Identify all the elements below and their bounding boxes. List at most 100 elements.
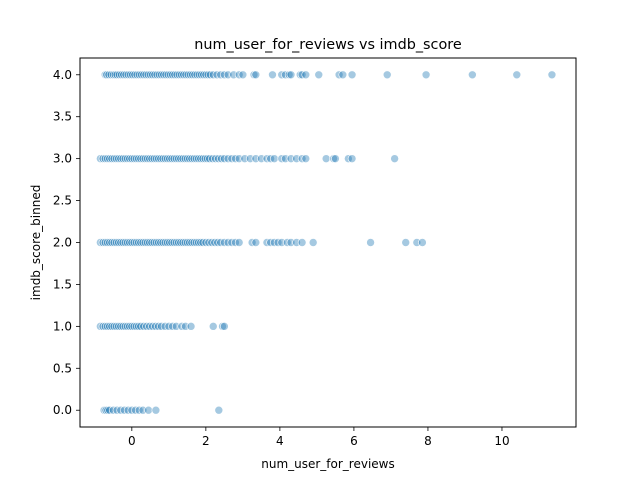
- data-point: [198, 154, 208, 163]
- y-tick-label: 1.5: [53, 277, 72, 291]
- data-point: [270, 154, 279, 163]
- data-point: [190, 70, 200, 80]
- data-point: [103, 154, 112, 163]
- data-point: [100, 238, 110, 247]
- data-point: [183, 154, 192, 163]
- data-point: [286, 70, 296, 80]
- data-point: [134, 70, 144, 80]
- data-point: [96, 238, 105, 247]
- data-point: [120, 322, 130, 331]
- data-point: [512, 70, 522, 80]
- data-point: [179, 70, 188, 80]
- data-point: [174, 238, 183, 247]
- data-point: [187, 238, 197, 247]
- data-point: [154, 322, 163, 331]
- data-point: [96, 154, 105, 163]
- data-point: [121, 70, 131, 80]
- data-point: [347, 154, 357, 163]
- y-tick-label: 2.5: [53, 194, 72, 208]
- data-point: [194, 238, 203, 247]
- y-axis-label: imdb_score_binned: [29, 185, 43, 301]
- data-point: [109, 238, 119, 247]
- data-point: [109, 322, 119, 331]
- data-point: [114, 238, 123, 247]
- data-point: [132, 70, 142, 80]
- data-point: [118, 154, 128, 163]
- data-point: [100, 154, 110, 163]
- data-point: [301, 154, 311, 163]
- data-point: [125, 154, 134, 163]
- data-point: [208, 154, 217, 163]
- data-point: [112, 70, 122, 80]
- x-tick-label: 4: [276, 434, 284, 448]
- x-axis-label: num_user_for_reviews: [261, 457, 395, 471]
- data-point: [123, 238, 132, 247]
- data-point: [146, 70, 155, 80]
- data-point: [218, 322, 227, 331]
- data-point: [178, 238, 188, 247]
- data-point: [116, 238, 126, 247]
- data-point: [151, 238, 161, 247]
- data-point: [129, 238, 139, 247]
- data-point: [145, 322, 154, 331]
- data-point: [100, 322, 110, 331]
- data-point: [116, 322, 126, 331]
- data-point: [143, 70, 153, 80]
- data-point: [191, 154, 201, 163]
- data-point: [117, 70, 126, 80]
- data-point: [138, 238, 148, 247]
- data-point: [114, 322, 123, 331]
- data-point: [105, 322, 114, 331]
- data-point: [145, 154, 154, 163]
- data-point: [205, 70, 215, 80]
- data-point: [338, 70, 348, 80]
- data-point: [119, 70, 128, 80]
- data-point: [102, 70, 111, 80]
- data-point: [111, 238, 121, 247]
- data-point: [321, 154, 331, 163]
- data-point: [149, 154, 159, 163]
- data-point: [103, 238, 112, 247]
- data-point: [210, 238, 220, 247]
- data-point: [123, 70, 133, 80]
- data-point: [158, 154, 168, 163]
- data-point: [177, 70, 186, 80]
- data-point: [131, 238, 141, 247]
- data-point: [143, 154, 152, 163]
- data-point: [118, 322, 128, 331]
- data-point: [547, 70, 557, 80]
- data-point: [214, 154, 223, 163]
- data-point: [366, 238, 375, 247]
- data-point: [196, 154, 205, 163]
- data-point: [167, 238, 177, 247]
- data-point: [167, 154, 177, 163]
- data-point: [140, 238, 150, 247]
- data-point: [136, 154, 145, 163]
- data-point: [187, 154, 197, 163]
- data-point: [418, 238, 427, 247]
- data-point: [268, 70, 277, 80]
- data-point: [131, 154, 141, 163]
- data-point: [160, 238, 170, 247]
- data-point: [238, 70, 248, 80]
- data-point: [171, 154, 181, 163]
- data-points: [96, 70, 557, 415]
- data-point: [178, 154, 188, 163]
- data-point: [111, 154, 121, 163]
- data-point: [161, 70, 171, 80]
- data-point: [136, 322, 145, 331]
- data-point: [169, 154, 179, 163]
- data-point: [147, 154, 157, 163]
- data-point: [127, 154, 137, 163]
- data-point: [171, 238, 181, 247]
- data-point: [183, 70, 193, 80]
- data-point: [163, 70, 173, 80]
- data-point: [331, 154, 340, 163]
- data-point: [128, 70, 137, 80]
- data-point: [150, 70, 160, 80]
- data-point: [170, 70, 180, 80]
- data-point: [137, 70, 146, 80]
- data-point: [186, 70, 195, 80]
- y-tick-label: 2.0: [53, 236, 72, 250]
- data-point: [180, 238, 190, 247]
